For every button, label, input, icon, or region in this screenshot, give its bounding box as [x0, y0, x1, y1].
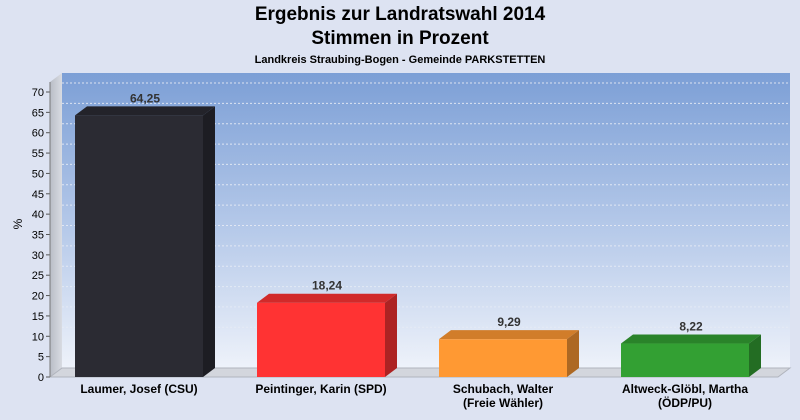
y-tick-label: 5 [38, 352, 44, 364]
x-category-label: (Freie Wähler) [463, 396, 543, 410]
y-tick-label: 55 [32, 148, 44, 160]
bar-value-label: 9,29 [497, 315, 521, 329]
y-tick-label: 0 [38, 372, 44, 384]
y-tick-label: 45 [32, 189, 44, 201]
chart-title: Ergebnis zur Landratswahl 2014 [254, 4, 546, 25]
x-category-label: (ÖDP/PU) [658, 395, 712, 410]
chart-location-subtitle: Landkreis Straubing-Bogen - Gemeinde PAR… [254, 54, 546, 66]
y-tick-label: 40 [32, 209, 44, 221]
bar-side [749, 334, 761, 377]
bar-side [385, 293, 397, 377]
x-category-label: Laumer, Josef (CSU) [80, 382, 197, 396]
y-tick-label: 50 [32, 168, 44, 180]
bar-front [621, 343, 749, 377]
plot-left-wall [50, 73, 62, 377]
y-tick-label: 15 [32, 311, 44, 323]
x-category-label: Altweck-Glöbl, Martha [622, 382, 748, 396]
y-tick-label: 10 [32, 331, 44, 343]
bar-value-label: 64,25 [130, 91, 160, 105]
y-tick-label: 30 [32, 250, 44, 262]
y-tick-label: 70 [32, 87, 44, 99]
bar-front [257, 302, 385, 377]
y-tick-label: 60 [32, 128, 44, 140]
bar-front [75, 115, 203, 378]
bar-value-label: 8,22 [679, 320, 703, 334]
x-category-label: Peintinger, Karin (SPD) [255, 382, 386, 396]
bar-top [75, 106, 215, 116]
y-tick-label: 35 [32, 230, 44, 242]
bar-top [621, 334, 761, 344]
y-tick-label: 65 [32, 107, 44, 119]
y-tick-label: 20 [32, 291, 44, 303]
bar-front [439, 339, 567, 377]
bar-top [439, 330, 579, 340]
y-tick-label: 25 [32, 270, 44, 282]
bar-side [203, 106, 215, 378]
chart-subtitle: Stimmen in Prozent [311, 28, 489, 49]
bar-value-label: 18,24 [312, 279, 342, 293]
x-category-label: Schubach, Walter [453, 382, 554, 396]
y-axis-label: % [11, 218, 25, 229]
bar-top [257, 293, 397, 303]
bar-side [567, 330, 579, 377]
